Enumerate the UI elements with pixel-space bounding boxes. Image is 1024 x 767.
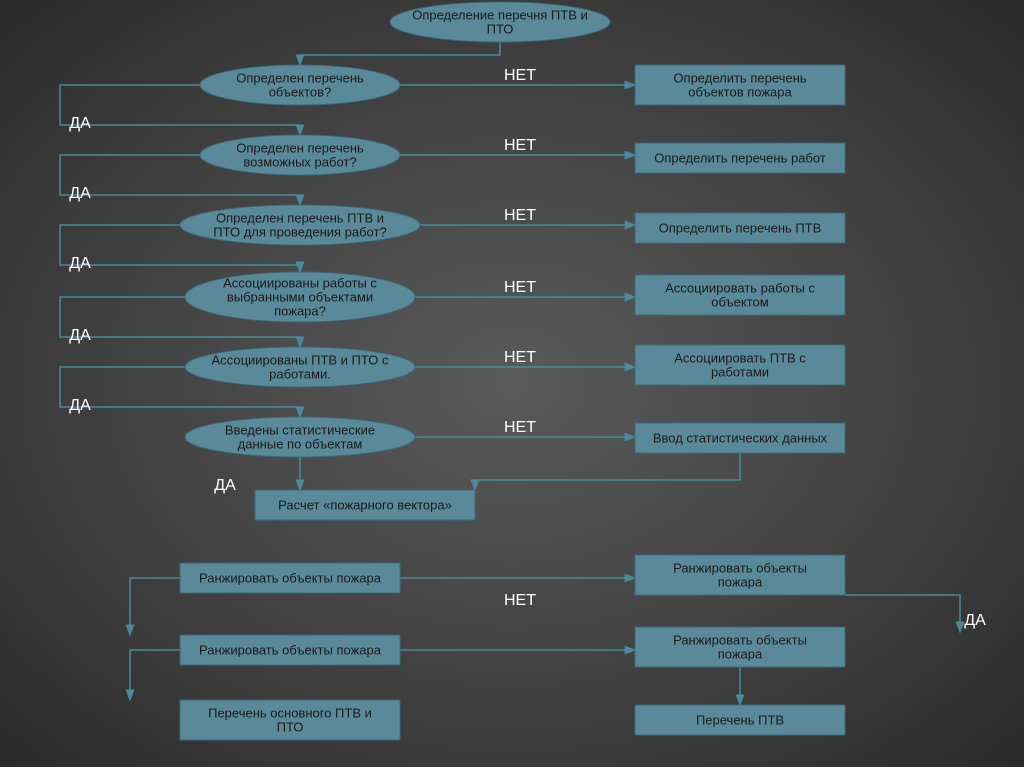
node-label: Ассоциировать работы с: [665, 280, 815, 295]
node-label: Определить перечень работ: [654, 150, 826, 165]
node-label: работами.: [269, 366, 331, 381]
node-label: объектом: [711, 294, 768, 309]
edge-label: НЕТ: [504, 137, 536, 154]
node-label: Введены статистические: [225, 422, 375, 437]
node-label: ПТО: [487, 21, 514, 36]
edge-label: ДА: [69, 397, 91, 414]
node-label: выбранными объектами: [227, 289, 373, 304]
edge-label: ДА: [69, 327, 91, 344]
node-label: Ранжировать объекты пожара: [199, 570, 382, 585]
node-label: Ранжировать объекты: [673, 632, 807, 647]
edge-label: НЕТ: [504, 279, 536, 296]
edge-label: НЕТ: [504, 419, 536, 436]
edge-label: ДА: [69, 185, 91, 202]
node-label: ПТО: [277, 719, 304, 734]
edge-label: ДА: [214, 477, 236, 494]
node-label: Определение перечня ПТВ и: [412, 7, 588, 22]
node-label: Перечень основного ПТВ и: [208, 705, 372, 720]
node-label: Определить перечень: [673, 70, 806, 85]
edge: [845, 595, 960, 632]
edge-label: НЕТ: [504, 349, 536, 366]
node-label: данные по объектам: [238, 436, 363, 451]
node-label: объектов пожара: [688, 84, 792, 99]
edge: [300, 42, 500, 65]
node-label: работами: [711, 364, 769, 379]
edge-label: НЕТ: [504, 592, 536, 609]
flowchart-canvas: Определение перечня ПТВ иПТООпределен пе…: [0, 0, 1024, 767]
node-label: Определить перечень ПТВ: [659, 220, 822, 235]
node-label: Расчет «пожарного вектора»: [278, 497, 452, 512]
node-label: Ассоциированы ПТВ и ПТО с: [212, 352, 389, 367]
edge: [130, 578, 180, 635]
edge-label: НЕТ: [504, 67, 536, 84]
node-label: Ранжировать объекты пожара: [199, 642, 382, 657]
edge-label: НЕТ: [504, 207, 536, 224]
node-label: Ассоциировать ПТВ с: [674, 350, 806, 365]
node-label: Определен перечень: [236, 70, 364, 85]
node-label: Определен перечень: [236, 140, 364, 155]
node-label: Ранжировать объекты: [673, 560, 807, 575]
node-label: пожара: [718, 646, 763, 661]
edge-label: ДА: [69, 115, 91, 132]
node-label: возможных работ?: [243, 154, 356, 169]
edge-label: ДА: [964, 612, 986, 629]
edge: [130, 650, 180, 700]
node-label: Перечень ПТВ: [696, 712, 784, 727]
node-label: Ассоциированы работы с: [223, 275, 377, 290]
node-label: Определен перечень ПТВ и: [216, 210, 384, 225]
node-label: пожара: [718, 574, 763, 589]
node-label: Ввод статистических данных: [653, 430, 828, 445]
edge: [475, 453, 740, 490]
node-label: объектов?: [269, 84, 332, 99]
edge-label: ДА: [69, 255, 91, 272]
node-label: пожара?: [274, 303, 326, 318]
node-label: ПТО для проведения работ?: [213, 224, 386, 239]
